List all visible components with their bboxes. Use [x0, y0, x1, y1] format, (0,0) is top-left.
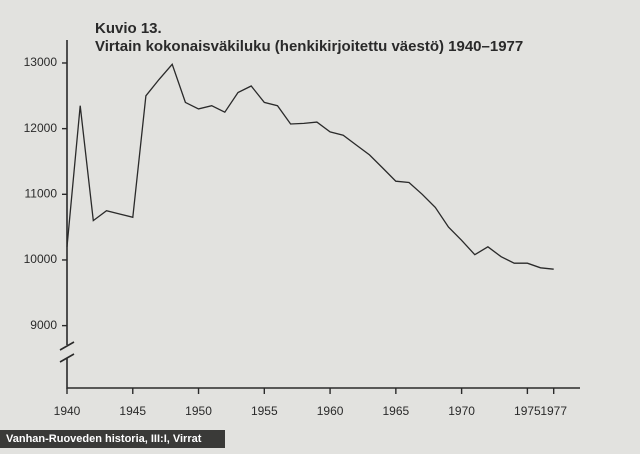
x-tick-label: 1955: [251, 404, 278, 418]
x-tick-label: 1945: [119, 404, 146, 418]
x-tick-label: 1975: [514, 404, 541, 418]
axis-break: [59, 341, 75, 363]
x-tick-label: 1940: [54, 404, 81, 418]
x-tick-label: 1950: [185, 404, 212, 418]
data-line: [66, 63, 554, 270]
chart-title: Kuvio 13.: [95, 20, 162, 37]
source: Vanhan-Ruoveden historia, III:I, Virrat: [6, 433, 202, 445]
x-tick-label: 1965: [382, 404, 409, 418]
x-tick-label: 1960: [317, 404, 344, 418]
chart-subtitle: Virtain kokonaisväkiluku (henkikirjoitet…: [95, 38, 523, 55]
y-tick-label: 9000: [30, 318, 57, 332]
y-tick-label: 11000: [25, 186, 58, 200]
y-tick-label: 13000: [24, 55, 58, 69]
source-band: [0, 430, 225, 448]
y-tick-label: 10000: [24, 252, 58, 266]
x-tick-label: 1970: [448, 404, 475, 418]
y-tick-label: 12000: [24, 121, 58, 135]
x-tick-label: 1977: [540, 404, 567, 418]
